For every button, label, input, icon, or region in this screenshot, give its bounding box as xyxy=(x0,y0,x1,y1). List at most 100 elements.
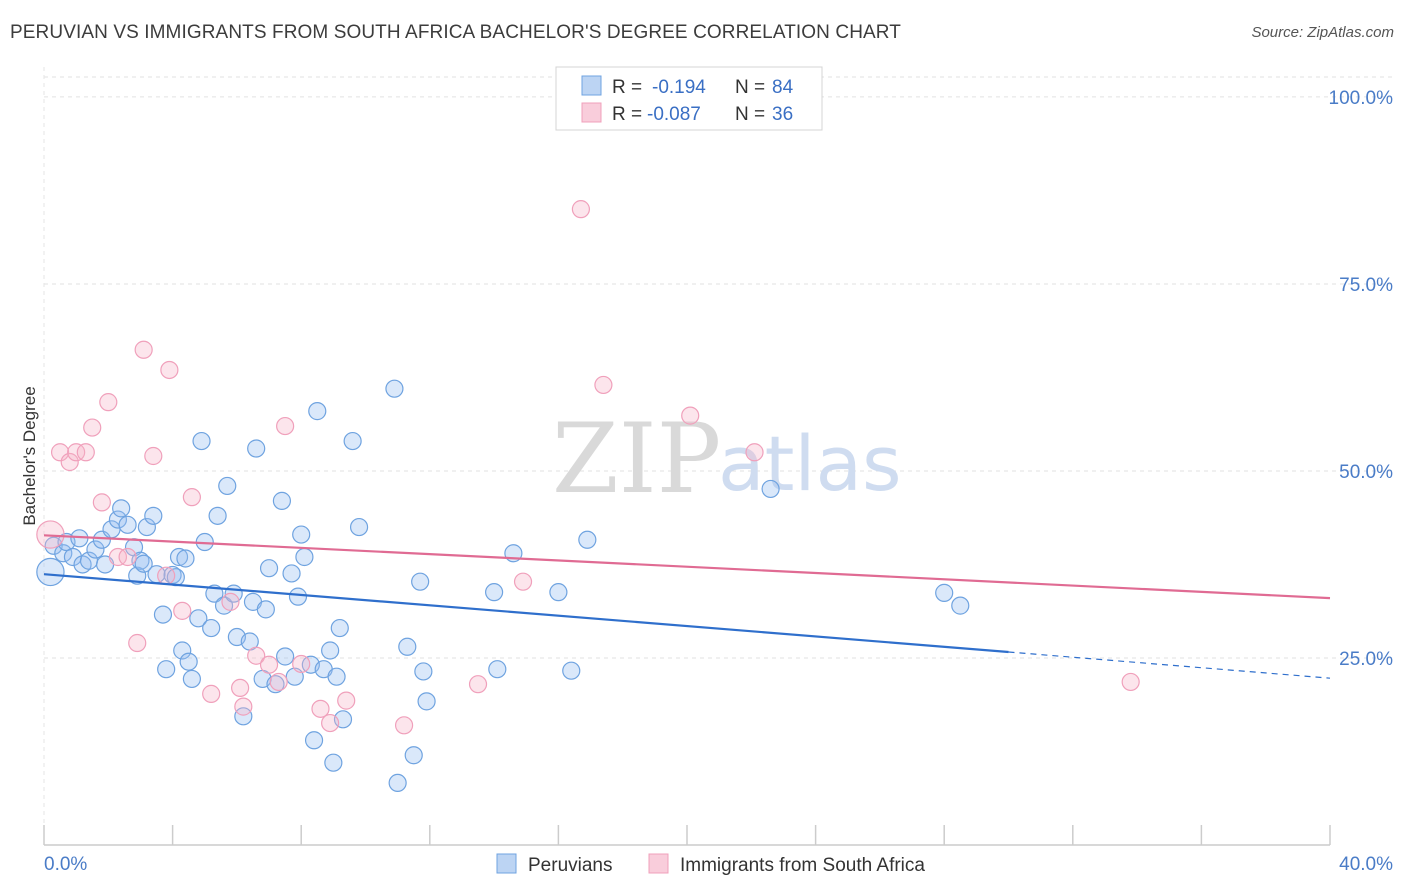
point-series1-30 xyxy=(468,675,488,694)
point-series0-34 xyxy=(202,618,221,638)
point-series0-66 xyxy=(349,517,369,537)
point-series1-16 xyxy=(182,488,201,507)
point-series1-5 xyxy=(83,418,102,437)
point-series0-44 xyxy=(247,439,266,458)
point-series0-19 xyxy=(137,517,156,537)
point-series1-31 xyxy=(513,572,533,591)
point-series1-1 xyxy=(50,443,70,462)
point-series0-51 xyxy=(282,564,301,583)
point-series1-33 xyxy=(594,375,613,395)
point-series0-38 xyxy=(218,476,237,496)
y-tick-label-100: 100.0% xyxy=(1329,88,1394,109)
point-series1-10 xyxy=(128,633,147,653)
point-series0-63 xyxy=(330,618,349,638)
watermark-zip: ZIP xyxy=(552,403,721,515)
point-series0-81 xyxy=(935,583,954,602)
point-series0-58 xyxy=(308,402,327,421)
trend-line-extension-series0 xyxy=(1008,651,1331,679)
point-series0-61 xyxy=(324,753,343,772)
point-series1-11 xyxy=(134,340,153,359)
point-series1-9 xyxy=(118,547,137,567)
legend-n-value-1: 36 xyxy=(772,104,793,125)
point-series1-34 xyxy=(681,406,700,425)
point-series1-18 xyxy=(221,592,240,611)
point-series0-18 xyxy=(134,554,153,573)
point-series1-15 xyxy=(173,601,192,620)
watermark-atlas: atlas xyxy=(718,419,902,508)
legend-r-value-0: -0.194 xyxy=(652,77,706,98)
point-series1-23 xyxy=(269,672,288,692)
trend-line-series0 xyxy=(43,573,1009,654)
point-series0-49 xyxy=(272,491,292,510)
point-series0-35 xyxy=(205,584,224,603)
x-tick-label-min: 0.0% xyxy=(44,854,87,875)
point-series1-14 xyxy=(160,360,179,380)
legend-r-label-0: R = xyxy=(612,77,642,98)
point-series1-26 xyxy=(311,699,330,718)
point-series1-17 xyxy=(202,684,221,703)
point-series0-36 xyxy=(208,506,227,525)
point-series0-30 xyxy=(182,669,201,689)
point-series1-19 xyxy=(231,678,250,698)
point-series0-50 xyxy=(276,647,295,666)
bottom-swatch-south-africa xyxy=(648,853,669,874)
point-series0-73 xyxy=(417,692,436,711)
point-series1-21 xyxy=(247,646,266,665)
point-series0-47 xyxy=(259,559,279,578)
legend-r-label-1: R = xyxy=(612,104,642,125)
y-tick-label-25: 25.0% xyxy=(1339,649,1393,670)
legend-n-label-1: N = xyxy=(735,104,765,125)
point-series0-75 xyxy=(488,660,507,679)
point-series0-69 xyxy=(398,637,417,656)
y-tick-label-75: 75.0% xyxy=(1339,275,1393,296)
point-series0-29 xyxy=(179,652,198,671)
point-series1-2 xyxy=(60,452,79,472)
x-ticks xyxy=(43,825,1331,845)
point-series0-57 xyxy=(304,731,324,750)
point-series0-46 xyxy=(256,600,275,619)
point-series0-80 xyxy=(761,479,780,499)
bottom-swatch-peruvians xyxy=(496,853,517,874)
watermark: ZIP atlas xyxy=(552,403,902,515)
point-series0-32 xyxy=(192,431,211,451)
y-tick-label-50: 50.0% xyxy=(1339,462,1393,483)
stats-legend: R = -0.194 N = 84 R = -0.087 N = 36 xyxy=(555,66,823,131)
point-series0-13 xyxy=(112,499,131,518)
point-series0-70 xyxy=(404,746,423,765)
legend-swatch-south-africa xyxy=(581,102,602,123)
point-series1-35 xyxy=(745,443,764,462)
y-tick-labels: 25.0% 50.0% 75.0% 100.0% xyxy=(1329,88,1394,670)
point-series0-79 xyxy=(578,530,597,549)
point-series0-72 xyxy=(414,662,433,681)
point-series0-74 xyxy=(485,583,504,602)
trend-lines xyxy=(43,534,1331,679)
point-series1-22 xyxy=(259,655,279,674)
series-legend: Peruvians Immigrants from South Africa xyxy=(496,853,925,876)
point-series0-65 xyxy=(343,431,362,451)
point-series0-78 xyxy=(562,661,581,680)
point-series1-4 xyxy=(76,443,95,462)
point-series1-28 xyxy=(337,691,356,710)
point-series0-77 xyxy=(549,583,568,602)
point-series0-24 xyxy=(163,565,182,585)
point-series1-29 xyxy=(394,716,414,735)
point-series0-62 xyxy=(327,667,346,686)
point-series1-32 xyxy=(571,200,591,219)
legend-r-value-1: -0.087 xyxy=(647,104,701,125)
chart-title: PERUVIAN VS IMMIGRANTS FROM SOUTH AFRICA… xyxy=(10,22,901,43)
point-series1-27 xyxy=(321,713,340,733)
point-series0-67 xyxy=(385,379,404,398)
point-series1-20 xyxy=(234,697,253,716)
point-series0-82 xyxy=(951,596,970,615)
point-series0-8 xyxy=(86,540,105,559)
point-series1-36 xyxy=(1121,672,1140,692)
data-points xyxy=(36,200,1140,793)
point-series0-27 xyxy=(173,641,192,660)
point-series1-12 xyxy=(144,446,163,466)
point-series0-14 xyxy=(118,515,137,534)
point-series0-12 xyxy=(108,510,128,529)
point-series0-2 xyxy=(54,544,73,563)
point-series1-8 xyxy=(108,547,128,567)
trend-line-series1 xyxy=(43,534,1331,600)
